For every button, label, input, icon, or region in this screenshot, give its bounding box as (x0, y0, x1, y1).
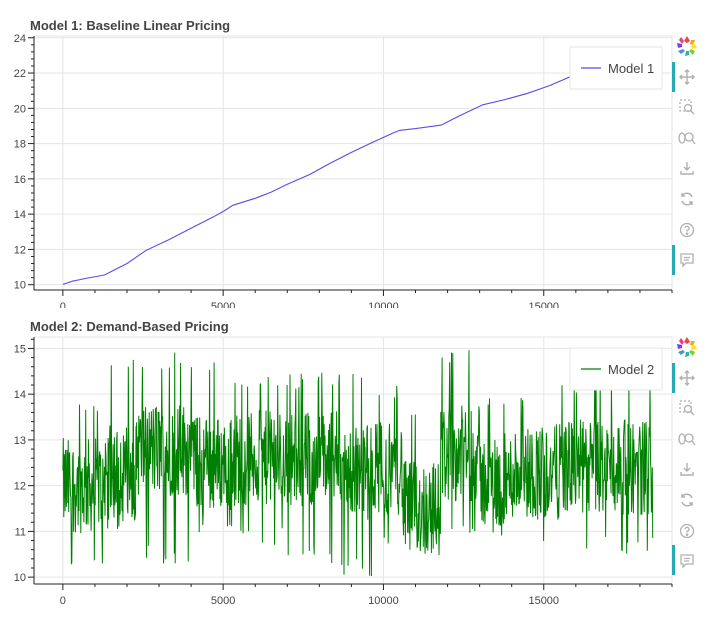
active-tool-indicator (672, 245, 675, 275)
axes: 0 5000 10000 15000 10 12 14 16 18 20 22 24 (14, 33, 673, 308)
help-icon[interactable] (672, 518, 702, 544)
y-tick-label: 22 (14, 68, 26, 80)
legend-label: Model 2 (608, 362, 654, 377)
y-tick-label: 16 (14, 174, 26, 186)
x-tick-label: 0 (60, 301, 66, 308)
chart-1-svg: Model 1: Baseline Linear Pricing 0 5000 100… (14, 18, 673, 308)
chart-title: Model 1: Baseline Linear Pricing (30, 18, 230, 33)
active-tool-indicator (672, 62, 675, 92)
y-tick-label: 10 (14, 572, 26, 584)
y-tick-label: 18 (14, 139, 26, 151)
chart-panel-1: Model 1: Baseline Linear Pricing 0 5000 100… (0, 0, 716, 308)
toolbar-1 (672, 0, 702, 308)
save-icon[interactable] (672, 155, 702, 181)
pan-icon[interactable] (672, 365, 702, 391)
grid-lines (34, 36, 672, 290)
y-tick-label: 11 (15, 526, 26, 538)
y-tick-label: 12 (14, 481, 26, 493)
y-tick-label: 15 (14, 343, 26, 355)
y-tick-label: 10 (14, 280, 26, 292)
x-tick-label: 15000 (528, 595, 559, 607)
chart-2-svg: Model 2: Demand-Based Pricing 0 5000 10000 1… (14, 319, 673, 607)
x-tick-label: 10000 (368, 301, 399, 308)
box-zoom-icon[interactable] (672, 94, 702, 120)
axes: 0 5000 10000 15000 10 11 12 13 14 15 (14, 337, 673, 607)
hover-icon[interactable] (672, 548, 702, 574)
y-tick-label: 13 (14, 435, 26, 447)
help-icon[interactable] (672, 217, 702, 243)
legend: Model 1 (569, 46, 663, 90)
legend-label: Model 1 (608, 61, 654, 76)
series-line-1 (62, 47, 650, 285)
pan-icon[interactable] (672, 64, 702, 90)
y-tick-label: 24 (14, 33, 26, 45)
active-tool-indicator (672, 363, 675, 393)
y-tick-label: 12 (14, 244, 26, 256)
x-tick-label: 15000 (528, 301, 559, 308)
save-icon[interactable] (672, 456, 702, 482)
x-tick-label: 5000 (211, 301, 235, 308)
x-tick-label: 10000 (368, 595, 399, 607)
y-tick-label: 14 (14, 389, 26, 401)
reset-icon[interactable] (672, 487, 702, 513)
x-tick-label: 5000 (211, 595, 235, 607)
y-tick-label: 14 (14, 209, 26, 221)
series-line-2 (62, 350, 654, 577)
chart-panel-2: Model 2: Demand-Based Pricing 0 5000 10000 1… (0, 308, 716, 622)
hover-icon[interactable] (672, 247, 702, 273)
bokeh-logo-icon[interactable] (672, 334, 702, 360)
y-tick-label: 20 (14, 103, 26, 115)
bokeh-logo-icon[interactable] (672, 33, 702, 59)
toolbar-2 (672, 308, 702, 622)
wheel-zoom-icon[interactable] (672, 426, 702, 452)
reset-icon[interactable] (672, 186, 702, 212)
wheel-zoom-icon[interactable] (672, 125, 702, 151)
chart-title: Model 2: Demand-Based Pricing (30, 319, 229, 334)
active-tool-indicator (672, 545, 675, 575)
x-tick-label: 0 (60, 595, 66, 607)
legend: Model 2 (569, 347, 663, 391)
box-zoom-icon[interactable] (672, 395, 702, 421)
